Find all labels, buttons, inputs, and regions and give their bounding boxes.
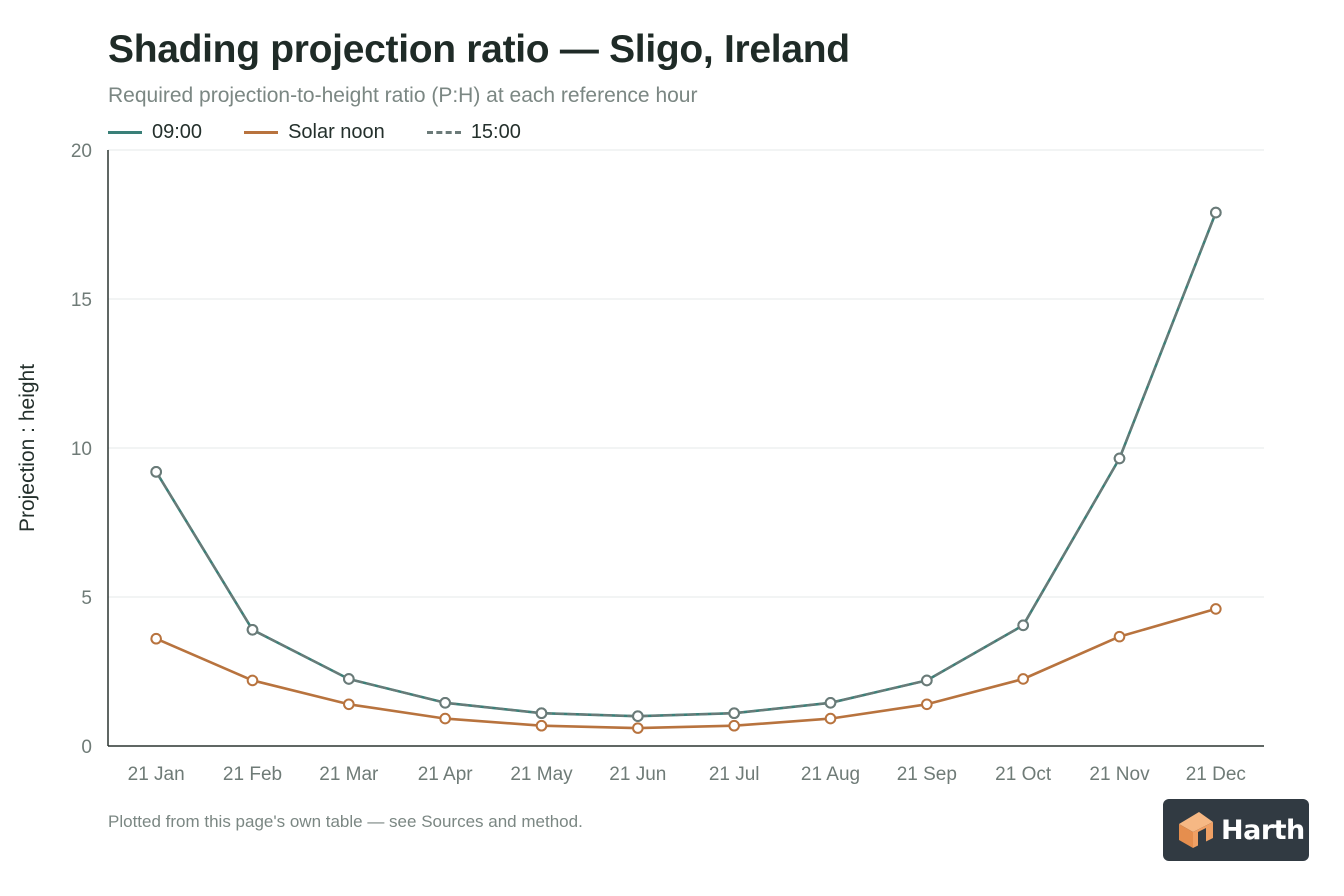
x-tick-label: 21 Jun [609, 764, 666, 785]
data-point-series-2 [632, 710, 644, 723]
series-line-0 [154, 211, 1218, 718]
legend-item-1500[interactable]: 15:00 [426, 120, 521, 144]
chart-title: Shading projection ratio — Sligo, Irelan… [108, 28, 850, 71]
y-tick-label-5: 5 [81, 588, 92, 609]
data-point-series-1 [632, 722, 644, 734]
legend-item-solar-noon[interactable]: Solar noon [244, 121, 385, 144]
data-point-series-2 [343, 673, 355, 685]
x-tick-label: 21 Jan [128, 764, 185, 785]
y-tick-label-0: 0 [81, 737, 92, 758]
data-point-series-2 [1113, 452, 1126, 465]
legend-label-0900: 09:00 [152, 120, 203, 143]
legend-item-0900[interactable]: 09:00 [108, 121, 202, 144]
x-tick-label: 21 Jul [709, 764, 760, 785]
data-point-series-1 [1113, 630, 1126, 643]
data-point-series-2 [246, 623, 259, 636]
house-cube-icon [1179, 812, 1213, 848]
x-tick-label: 21 Apr [418, 764, 474, 785]
data-point-series-2 [535, 707, 548, 720]
legend-swatch-0900 [108, 130, 142, 134]
series-line-1 [154, 607, 1218, 730]
data-point-series-1 [921, 698, 933, 711]
data-point-series-2 [439, 696, 451, 709]
data-point-series-1 [1210, 603, 1222, 615]
data-point-series-2 [1210, 206, 1222, 219]
x-tick-label: 21 Mar [319, 764, 379, 785]
data-point-series-2 [728, 707, 740, 720]
legend-swatch-solar-noon [244, 130, 279, 134]
data-point-series-1 [728, 719, 740, 732]
legend-label-solar-noon: Solar noon [288, 120, 385, 143]
data-point-series-1 [1017, 673, 1029, 685]
y-tick-label-10: 10 [71, 439, 92, 460]
data-point-series-1 [343, 698, 355, 711]
chart-legend: 09:00 Solar noon 15:00 [108, 119, 563, 145]
x-tick-label: 21 Sep [897, 764, 957, 785]
data-point-series-1 [824, 712, 837, 725]
y-tick-label-20: 20 [71, 141, 92, 162]
data-point-series-1 [150, 632, 162, 645]
x-tick-label: 21 May [510, 764, 573, 785]
data-point-series-2 [150, 466, 162, 478]
y-tick-label-15: 15 [71, 290, 92, 311]
data-point-series-2 [824, 696, 837, 709]
legend-swatch-1500 [426, 130, 461, 134]
x-tick-label: 21 Feb [223, 764, 282, 785]
chart-subtitle: Required projection-to-height ratio (P:H… [108, 84, 698, 107]
x-tick-label: 21 Oct [995, 764, 1052, 785]
brand-logo[interactable]: Harth [1163, 799, 1309, 861]
y-axis-label: Projection : height [16, 364, 39, 532]
data-point-series-1 [535, 719, 548, 732]
x-tick-label: 21 Nov [1089, 764, 1150, 785]
series-line-2 [155, 211, 1217, 718]
legend-label-1500: 15:00 [470, 120, 521, 143]
data-point-series-2 [1017, 619, 1029, 632]
chart-footnote: Plotted from this page's own table — see… [108, 812, 583, 831]
data-point-series-1 [439, 712, 451, 725]
brand-name: Harth [1221, 814, 1305, 846]
x-tick-label: 21 Dec [1186, 764, 1246, 785]
data-point-series-1 [246, 674, 259, 687]
x-tick-label: 21 Aug [801, 764, 860, 785]
data-point-series-2 [921, 674, 933, 687]
